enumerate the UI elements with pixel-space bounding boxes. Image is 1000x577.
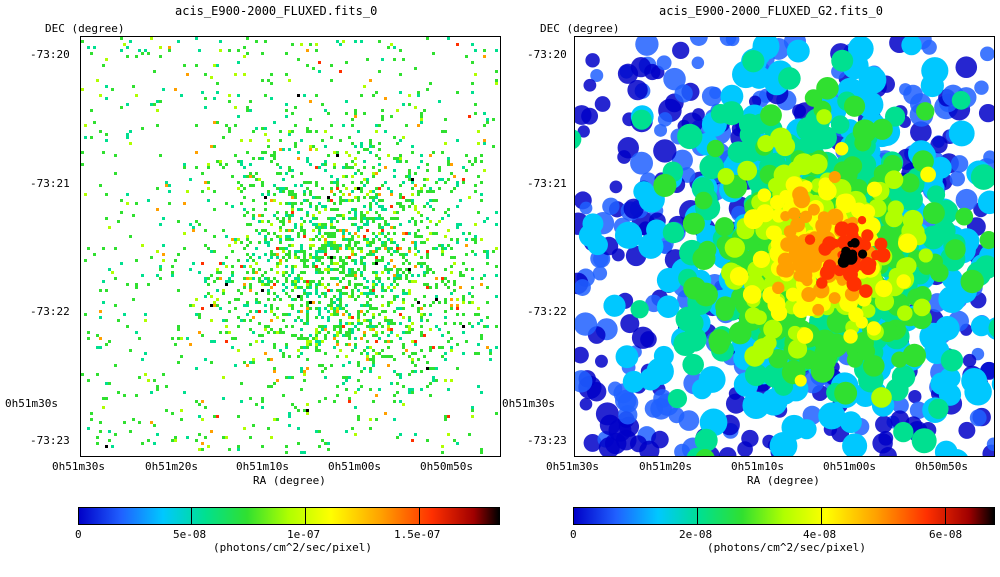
fits-image-raw[interactable] [81, 37, 500, 456]
ra-tick-label: 0h50m50s [915, 460, 968, 473]
colorbar-tick [945, 507, 946, 525]
colorbar-tick-label: 0 [75, 528, 82, 541]
ra-tick-label: 0h50m50s [420, 460, 473, 473]
colorbar-tick-label: 1.5e-07 [394, 528, 441, 541]
ra-axis-label: RA (degree) [253, 474, 326, 487]
dec-tick-label: -73:21 [527, 177, 567, 190]
dec-tick-label: -73:20 [527, 48, 567, 61]
colorbar-tick [305, 507, 306, 525]
dec-tick-label: -73:22 [30, 305, 70, 318]
dec-axis-label: DEC (degree) [45, 22, 125, 35]
ra-tick-label: 0h51m00s [328, 460, 381, 473]
ra-tick-label: 0h51m20s [639, 460, 692, 473]
image-frame[interactable] [80, 36, 501, 457]
dec-tick-label: -73:21 [30, 177, 70, 190]
dec-tick-label: 0h51m30s [5, 397, 58, 410]
dec-axis-label: DEC (degree) [540, 22, 620, 35]
ra-tick-label: 0h51m20s [145, 460, 198, 473]
ra-axis-label: RA (degree) [747, 474, 820, 487]
ra-tick-label: 0h51m10s [731, 460, 784, 473]
colorbar-tick-label: 5e-08 [173, 528, 207, 541]
panel-title: acis_E900-2000_FLUXED_G2.fits_0 [659, 4, 883, 18]
ra-tick-label: 0h51m10s [236, 460, 289, 473]
dec-tick-label: -73:22 [527, 305, 567, 318]
colorbar-label: (photons/cm^2/sec/pixel) [213, 541, 372, 554]
colorbar-tick [419, 507, 420, 525]
dec-tick-label: 0h51m30s [502, 397, 555, 410]
colorbar-tick-label: 0 [570, 528, 577, 541]
ra-tick-label: 0h51m00s [823, 460, 876, 473]
image-frame[interactable] [574, 36, 995, 457]
colorbar [573, 507, 995, 525]
dec-tick-label: -73:23 [30, 434, 70, 447]
panel-title: acis_E900-2000_FLUXED.fits_0 [175, 4, 378, 18]
colorbar-tick-label: 4e-08 [803, 528, 837, 541]
colorbar [78, 507, 500, 525]
dec-tick-label: -73:20 [30, 48, 70, 61]
colorbar-tick-label: 1e-07 [287, 528, 321, 541]
fits-image-smoothed[interactable] [575, 37, 994, 456]
colorbar-tick-label: 6e-08 [929, 528, 963, 541]
ra-tick-label: 0h51m30s [546, 460, 599, 473]
ra-tick-label: 0h51m30s [52, 460, 105, 473]
colorbar-tick [191, 507, 192, 525]
colorbar-label: (photons/cm^2/sec/pixel) [707, 541, 866, 554]
dec-tick-label: -73:23 [527, 434, 567, 447]
colorbar-tick [821, 507, 822, 525]
colorbar-tick [697, 507, 698, 525]
colorbar-tick-label: 2e-08 [679, 528, 713, 541]
